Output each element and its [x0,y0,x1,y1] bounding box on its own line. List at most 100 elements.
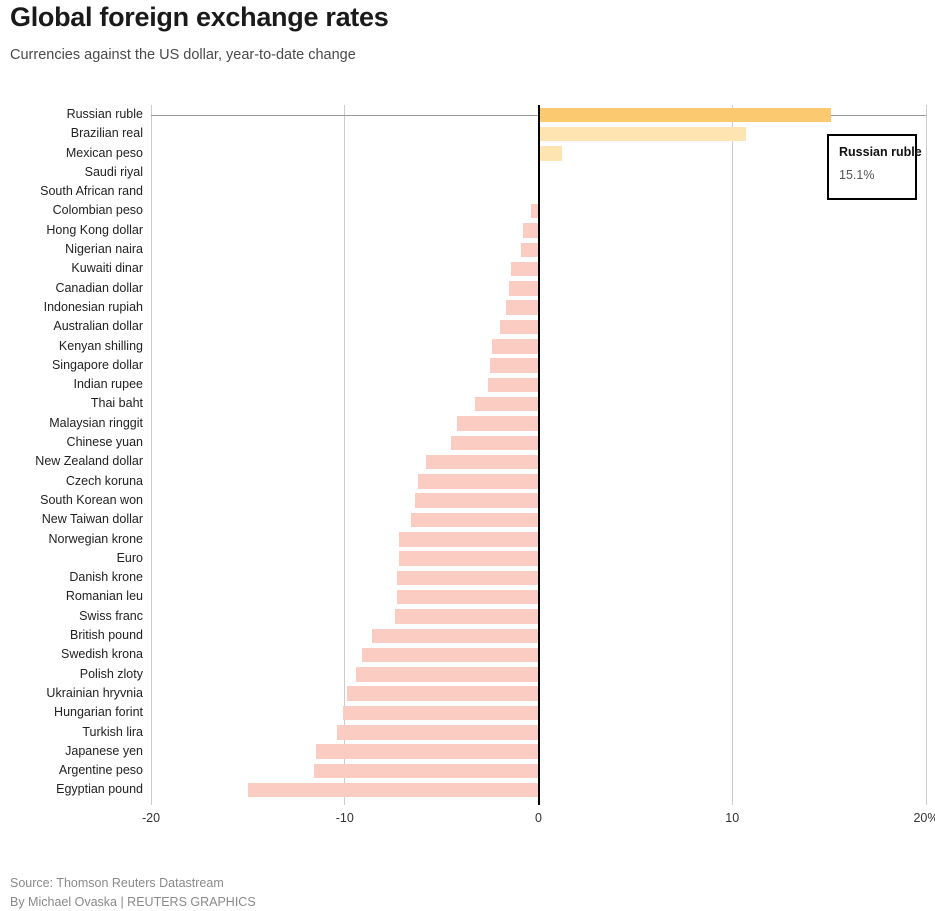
bar-hong-kong-dollar[interactable] [523,223,539,238]
bar-hungarian-forint[interactable] [342,705,539,721]
x-axis-tick-label-20: 20% [913,811,935,825]
bar-colombian-peso[interactable] [530,203,539,219]
category-label-new-zealand-dollar: New Zealand dollar [35,454,143,469]
chart-row-mexican-peso: Mexican peso [66,144,926,163]
category-label-polish-zloty: Polish zloty [79,666,143,681]
category-label-thai-baht: Thai baht [90,396,143,411]
chart-footer: Source: Thomson Reuters Datastream By Mi… [10,874,256,911]
tooltip-value: 15.1% [839,168,875,182]
page-subtitle: Currencies against the US dollar, year-t… [10,47,356,63]
bar-brazilian-real[interactable] [538,126,746,142]
bar-argentine-peso[interactable] [313,763,539,779]
bar-turkish-lira[interactable] [337,725,539,740]
chart-row-malaysian-ringgit: Malaysian ringgit [49,414,926,433]
x-axis-tick-label--10: -10 [335,811,354,825]
bar-russian-ruble[interactable] [538,107,832,122]
chart-row-south-african-rand: South African rand [40,182,926,201]
chart-row-hungarian-forint: Hungarian forint [54,703,926,722]
bar-malaysian-ringgit[interactable] [457,416,539,431]
chart-row-australian-dollar: Australian dollar [53,317,926,336]
chart-row-colombian-peso: Colombian peso [53,201,926,220]
chart-row-romanian-leu: Romanian leu [66,587,926,606]
category-label-indian-rupee: Indian rupee [73,377,143,392]
page-title: Global foreign exchange rates [10,2,389,32]
bar-south-korean-won[interactable] [414,493,539,508]
bar-british-pound[interactable] [371,628,539,644]
bar-kuwaiti-dinar[interactable] [511,261,539,277]
bar-new-taiwan-dollar[interactable] [410,512,539,528]
chart-row-nigerian-naira: Nigerian naira [65,240,926,259]
category-label-turkish-lira: Turkish lira [82,724,143,739]
category-label-danish-krone: Danish krone [69,570,143,585]
chart-row-kenyan-shilling: Kenyan shilling [59,337,926,356]
chart-row-danish-krone: Danish krone [69,568,926,587]
chart-row-thai-baht: Thai baht [91,394,926,413]
bar-australian-dollar[interactable] [499,319,539,335]
category-label-indonesian-rupiah: Indonesian rupiah [43,299,143,314]
bar-kenyan-shilling[interactable] [492,339,539,354]
category-label-malaysian-ringgit: Malaysian ringgit [49,415,143,430]
bar-egyptian-pound[interactable] [247,782,539,798]
chart-row-swiss-franc: Swiss franc [79,607,926,626]
chart-row-south-korean-won: South Korean won [40,491,926,510]
category-label-nigerian-naira: Nigerian naira [65,242,143,257]
chart-row-indian-rupee: Indian rupee [73,375,926,394]
gridline--10 [344,105,346,805]
chart-row-canadian-dollar: Canadian dollar [55,279,926,298]
category-label-russian-ruble: Russian ruble [66,107,143,121]
chart-row-british-pound: British pound [70,626,926,645]
chart-row-saudi-riyal: Saudi riyal [85,163,926,182]
category-label-canadian-dollar: Canadian dollar [55,280,143,295]
gridline-20 [925,105,927,805]
bar-norwegian-krone[interactable] [399,532,539,547]
bar-mexican-peso[interactable] [538,146,562,161]
bar-indian-rupee[interactable] [488,377,539,393]
bar-nigerian-naira[interactable] [521,242,539,258]
chart-row-new-zealand-dollar: New Zealand dollar [35,452,926,471]
chart-row-japanese-yen: Japanese yen [65,742,926,761]
category-label-hungarian-forint: Hungarian forint [54,705,143,720]
category-label-south-african-rand: South African rand [40,184,143,199]
category-label-czech-koruna: Czech koruna [65,473,143,488]
chart-row-argentine-peso: Argentine peso [59,761,926,780]
x-axis-tick-label-10: 10 [725,811,740,825]
chart-row-egyptian-pound: Egyptian pound [56,780,926,799]
category-label-colombian-peso: Colombian peso [52,203,143,218]
chart-row-ukrainian-hryvnia: Ukrainian hryvnia [46,684,926,703]
bar-new-zealand-dollar[interactable] [426,454,539,470]
gridline-10 [731,105,733,805]
bar-czech-koruna[interactable] [418,474,539,489]
bar-swedish-krona[interactable] [362,647,539,663]
bar-indonesian-rupiah[interactable] [505,300,539,315]
bar-chinese-yuan[interactable] [451,435,539,451]
chart-row-new-taiwan-dollar: New Taiwan dollar [42,510,926,529]
category-label-euro: Euro [116,550,143,565]
bar-singapore-dollar[interactable] [490,358,539,373]
zero-axis-line [537,105,540,805]
bar-thai-baht[interactable] [474,396,539,412]
bar-japanese-yen[interactable] [315,744,539,759]
category-label-egyptian-pound: Egyptian pound [56,782,143,797]
bar-romanian-leu[interactable] [397,589,539,605]
source-credit: Source: Thomson Reuters Datastream [10,876,224,890]
chart-row-indonesian-rupiah: Indonesian rupiah [44,298,926,317]
category-label-singapore-dollar: Singapore dollar [51,357,143,372]
bar-danish-krone[interactable] [397,570,539,586]
chart-row-chinese-yuan: Chinese yuan [67,433,926,452]
tooltip-currency-label: Russian ruble [839,145,922,159]
bar-swiss-franc[interactable] [395,609,539,624]
chart-row-brazilian-real: Brazilian real [71,124,926,143]
category-label-japanese-yen: Japanese yen [65,743,143,758]
chart-row-polish-zloty: Polish zloty [80,665,926,684]
gridline--20 [150,105,152,805]
bar-canadian-dollar[interactable] [509,281,539,296]
chart-row-kuwaiti-dinar: Kuwaiti dinar [71,259,926,278]
hover-tooltip: Russian ruble 15.1% [827,134,922,200]
chart-row-norwegian-krone: Norwegian krone [49,530,926,549]
bar-euro[interactable] [399,551,539,566]
bar-ukrainian-hryvnia[interactable] [346,686,539,701]
category-label-hong-kong-dollar: Hong Kong dollar [46,222,143,237]
bar-polish-zloty[interactable] [356,667,539,682]
chart-row-hong-kong-dollar: Hong Kong dollar [46,221,926,240]
